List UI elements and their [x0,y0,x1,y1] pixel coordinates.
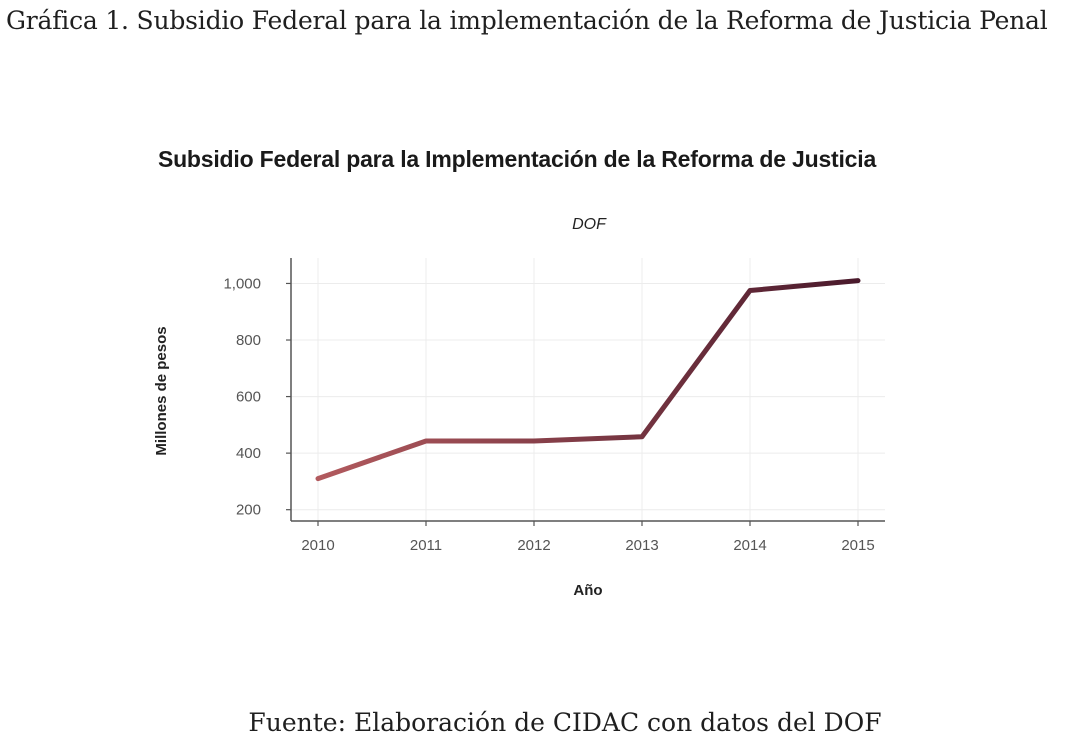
x-tick-label-3: 2013 [625,537,658,554]
y-tick-label-0: 200 [236,502,261,519]
y-tick-label-4: 1,000 [223,275,261,292]
x-axis-label: Año [573,582,602,599]
y-tick-label-3: 800 [236,332,261,349]
x-tick-label-1: 2011 [410,537,442,554]
chart-subtitle: DOF [572,216,606,233]
series-layer [315,278,861,482]
figure-caption: Gráfica 1. Subsidio Federal para la impl… [6,6,1048,35]
x-tick-label-4: 2014 [733,537,766,554]
series-line-0 [315,278,861,482]
y-axis-label: Millones de pesos [153,326,170,455]
y-tick-label-1: 400 [236,445,261,462]
y-axis-ticks: 200 400 600 800 1,000 [223,275,291,519]
x-axis-ticks: 2010 2011 2012 2013 2014 2015 [301,521,875,554]
x-tick-label-5: 2015 [841,537,874,554]
grid-lines [291,258,885,521]
source-note: Fuente: Elaboración de CIDAC con datos d… [248,708,882,737]
y-tick-label-2: 600 [236,389,261,406]
x-tick-label-0: 2010 [301,537,334,554]
chart-title: Subsidio Federal para la Implementación … [157,146,877,172]
axes [290,258,885,522]
x-tick-label-2: 2012 [517,537,550,554]
